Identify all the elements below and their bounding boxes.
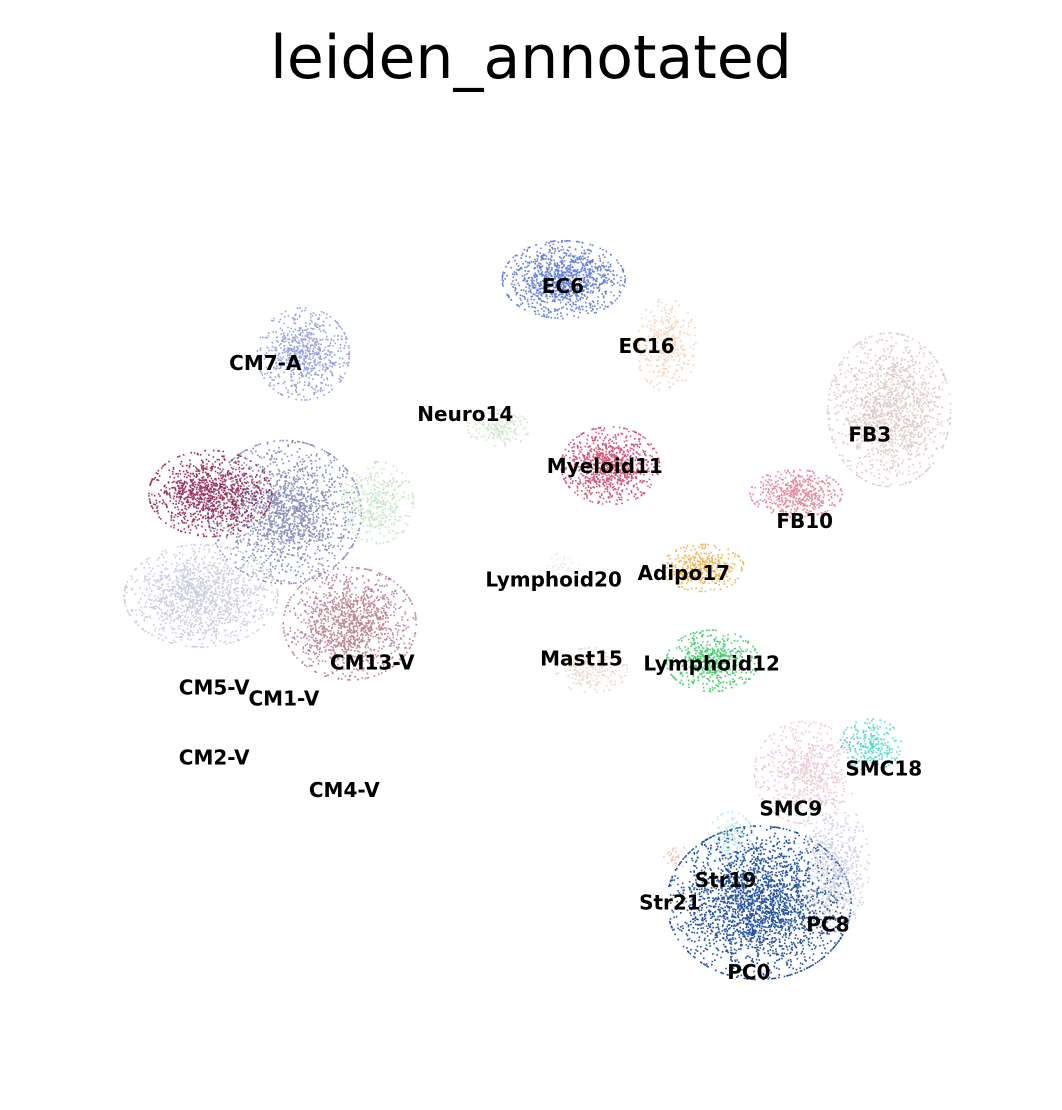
cluster-point-marks-neuro14 <box>467 409 529 448</box>
cluster-points-cm4-v <box>282 566 418 681</box>
cluster-point-marks-pc8 <box>796 798 870 933</box>
cluster-points-fb10 <box>749 469 843 518</box>
cluster-label-ec16: EC16 <box>619 334 675 358</box>
cluster-point-marks-cm7-a <box>256 307 351 401</box>
cluster-points-cm5-v <box>148 449 273 538</box>
cluster-point-marks-str19 <box>708 811 755 864</box>
cluster-point-marks-pc0 <box>666 825 852 981</box>
cluster-label-lymphoid20: Lymphoid20 <box>485 568 622 592</box>
cluster-points-myeloid11 <box>560 426 661 505</box>
cluster-point-marks-cm5-v <box>148 449 273 538</box>
cluster-label-mast15: Mast15 <box>540 647 623 671</box>
cluster-labels-layer: EC6 EC16 CM7-A Neuro14 Myeloid11 FB3 FB10 Lymph… <box>179 274 922 984</box>
cluster-points-ec16 <box>635 299 697 391</box>
cluster-point-marks-cm4-v <box>282 566 418 681</box>
cluster-points-cm2-v <box>123 543 279 648</box>
cluster-label-cm13-v: CM13-V <box>330 650 415 674</box>
cluster-point-marks-myeloid11 <box>560 426 661 505</box>
cluster-point-marks-cm13-v <box>341 461 415 545</box>
cluster-label-adipo17: Adipo17 <box>638 561 731 585</box>
cluster-points-cm13-v <box>341 461 415 545</box>
cluster-points-ec6 <box>501 239 626 320</box>
cluster-points-lymphoid20 <box>547 552 580 584</box>
cluster-point-marks-str21 <box>663 847 688 868</box>
cluster-label-pc8: PC8 <box>806 913 849 937</box>
cluster-label-cm1-v: CM1-V <box>248 687 319 711</box>
cluster-point-marks-smc18 <box>839 718 902 771</box>
cluster-points-pc8 <box>796 798 870 933</box>
chart-title: leiden_annotated <box>270 23 792 93</box>
cluster-label-fb10: FB10 <box>776 509 833 533</box>
cluster-points-fb3 <box>827 332 952 488</box>
cluster-point-marks-fb3 <box>827 332 952 488</box>
cluster-label-neuro14: Neuro14 <box>417 402 513 426</box>
cluster-points-cm7-a <box>256 307 351 401</box>
cluster-label-fb3: FB3 <box>848 423 891 447</box>
cluster-label-pc0: PC0 <box>727 960 770 984</box>
cluster-point-marks-lymphoid20 <box>547 552 580 584</box>
cluster-point-marks-ec6 <box>501 239 626 320</box>
cluster-label-str21: Str21 <box>639 890 701 914</box>
cluster-points-adipo17 <box>662 543 745 593</box>
cluster-point-marks-ec16 <box>635 299 697 391</box>
cluster-label-smc18: SMC18 <box>845 756 922 780</box>
cluster-label-cm4-v: CM4-V <box>309 778 380 802</box>
cluster-points-smc9 <box>753 720 858 825</box>
cluster-points-neuro14 <box>467 409 529 448</box>
cluster-label-cm5-v: CM5-V <box>179 676 250 700</box>
cluster-point-marks-smc9 <box>753 720 858 825</box>
cluster-points-mast15 <box>555 646 629 694</box>
cluster-point-marks-adipo17 <box>662 543 745 593</box>
cluster-label-cm7-a: CM7-A <box>229 351 302 375</box>
scatter-points-layer <box>123 239 952 981</box>
cluster-point-marks-fb10 <box>749 469 843 518</box>
cluster-label-myeloid11: Myeloid11 <box>547 454 663 478</box>
cluster-point-marks-cm2-v <box>123 543 279 648</box>
cluster-points-str21 <box>663 847 688 868</box>
cluster-point-marks-lymphoid12 <box>665 629 760 693</box>
cluster-point-marks-cm1-v <box>207 439 363 585</box>
cluster-points-str19 <box>708 811 755 864</box>
cluster-points-smc18 <box>839 718 902 771</box>
cluster-label-lymphoid12: Lymphoid12 <box>643 651 780 675</box>
cluster-label-smc9: SMC9 <box>759 796 822 820</box>
cluster-label-ec6: EC6 <box>542 274 584 298</box>
cluster-points-lymphoid12 <box>665 629 760 693</box>
cluster-label-cm2-v: CM2-V <box>179 745 250 769</box>
cluster-point-marks-mast15 <box>555 646 629 694</box>
cluster-points-cm1-v <box>207 439 363 585</box>
cluster-points-pc0 <box>666 825 852 981</box>
cluster-label-str19: Str19 <box>695 868 757 892</box>
